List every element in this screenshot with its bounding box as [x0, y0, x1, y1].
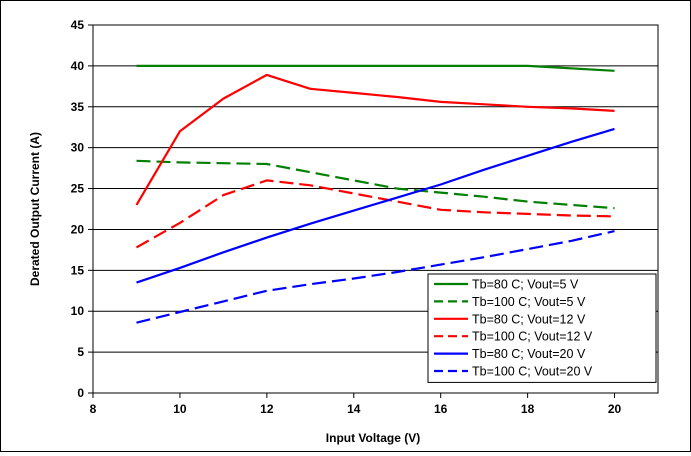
x-tick-label: 18	[521, 402, 535, 416]
series-line-5	[136, 127, 615, 284]
y-tick-label: 0	[77, 386, 84, 400]
x-tick-label: 10	[173, 402, 187, 416]
y-tick-label: 30	[71, 141, 85, 155]
x-tick-label: 16	[434, 402, 448, 416]
legend-label-2: Tb=100 C; Vout=5 V	[472, 295, 586, 309]
legend-label-5: Tb=80 C; Vout=20 V	[472, 347, 586, 361]
legend-box	[427, 273, 657, 383]
y-tick-label: 25	[71, 182, 85, 196]
y-tick-label: 20	[71, 222, 85, 236]
series-line-4	[135, 179, 615, 249]
legend-label-6: Tb=100 C; Vout=20 V	[472, 365, 593, 379]
axes: 0 5 10 15 20 25 30 35 40 45 8 10 12 14 16 18 20	[71, 18, 622, 416]
series-group	[135, 64, 615, 324]
series-line-2	[136, 159, 615, 210]
y-axis-title: Derated Output Current (A)	[28, 132, 42, 286]
series-line-3	[135, 73, 615, 206]
x-tick-label: 8	[90, 402, 97, 416]
series-line-1	[136, 64, 615, 72]
x-tick-label: 20	[608, 402, 622, 416]
legend: Tb=80 C; Vout=5 V Tb=100 C; Vout=5 V Tb=80…	[427, 273, 657, 383]
y-tick-label: 10	[71, 304, 85, 318]
y-tick-label: 5	[77, 345, 84, 359]
y-tick-label: 45	[71, 18, 85, 32]
legend-label-3: Tb=80 C; Vout=12 V	[472, 312, 586, 326]
series-line-6	[136, 230, 615, 324]
y-tick-label: 35	[71, 100, 85, 114]
x-tick-label: 12	[260, 402, 274, 416]
y-tick-label: 40	[71, 59, 85, 73]
legend-label-4: Tb=100 C; Vout=12 V	[472, 330, 593, 344]
legend-label-1: Tb=80 C; Vout=5 V	[472, 278, 579, 292]
x-tick-label: 14	[347, 402, 361, 416]
y-tick-label: 15	[71, 263, 85, 277]
x-axis-title: Input Voltage (V)	[326, 431, 420, 445]
